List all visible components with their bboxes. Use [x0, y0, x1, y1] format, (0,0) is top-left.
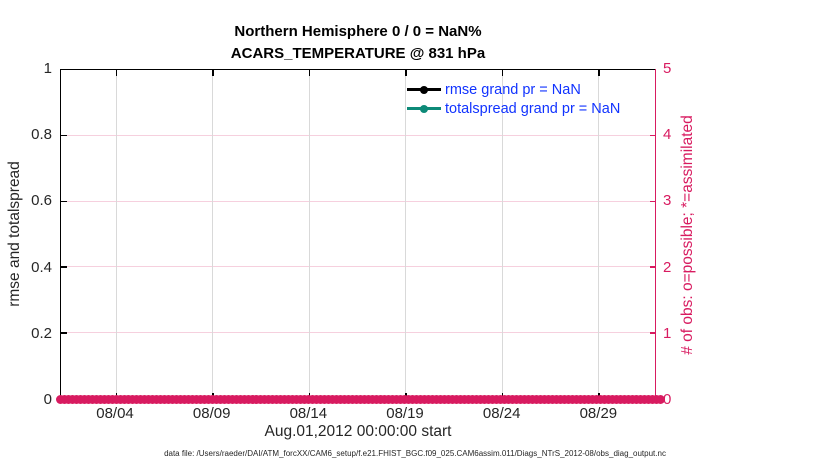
left-axis-tick [61, 200, 67, 203]
top-axis-tick [501, 70, 504, 76]
h-gridline [61, 332, 656, 334]
top-axis-tick [308, 70, 311, 76]
top-axis-tick [212, 70, 214, 76]
top-axis-tick [598, 70, 600, 76]
plot-area [56, 69, 665, 404]
right-y-tick-label: 2 [663, 258, 672, 276]
v-gridline [405, 70, 407, 399]
obs-marker-icon [656, 395, 665, 404]
right-axis-tick [650, 332, 656, 334]
legend-totalspread-dot-icon [420, 104, 428, 113]
h-gridline [61, 134, 656, 136]
legend-item-rmse: rmse grand pr = NaN [407, 80, 620, 99]
x-tick-label: 08/09 [192, 405, 231, 422]
h-gridline [61, 266, 656, 268]
x-tick-label: 08/14 [289, 405, 328, 422]
right-axis-tick [650, 200, 656, 203]
left-y-tick-label: 1 [43, 60, 52, 77]
right-y-tick-label: 4 [663, 126, 672, 144]
left-y-tick-label: 0.6 [31, 192, 52, 210]
left-axis-tick [61, 332, 67, 334]
x-tick-label: 08/29 [579, 405, 618, 422]
v-gridline [501, 70, 503, 399]
title-line-1: Northern Hemisphere 0 / 0 = NaN% [234, 23, 482, 40]
x-tick-label: 08/19 [386, 405, 424, 422]
top-axis-tick [115, 70, 118, 76]
right-axis-tick [650, 134, 656, 137]
chart-title: Northern Hemisphere 0 / 0 = NaN% ACARS_T… [60, 21, 656, 65]
legend-item-totalspread: totalspread grand pr = NaN [407, 99, 620, 118]
right-y-tick-label: 1 [663, 324, 672, 342]
left-y-tick-label: 0.4 [31, 258, 52, 276]
v-gridline [212, 70, 214, 399]
right-axis-tick [650, 266, 656, 268]
left-axis-tick [61, 266, 67, 268]
legend: rmse grand pr = NaN totalspread grand pr… [407, 80, 620, 118]
right-axis-spine [654, 69, 656, 400]
left-y-tick-label: 0.2 [31, 324, 52, 342]
left-y-tick-label: 0 [43, 391, 52, 408]
left-axis-tick [61, 134, 67, 137]
v-gridline [308, 70, 310, 399]
x-tick-label: 08/24 [482, 405, 521, 422]
left-axis-label: rmse and totalspread [6, 161, 23, 307]
legend-rmse-dot-icon [420, 85, 428, 94]
legend-rmse-label: rmse grand pr = NaN [445, 81, 581, 98]
v-gridline [598, 70, 600, 399]
v-gridline [115, 70, 117, 399]
h-gridline [61, 200, 656, 202]
title-line-2: ACARS_TEMPERATURE @ 831 hPa [230, 45, 486, 62]
legend-totalspread-line-marker [407, 104, 441, 113]
right-y-tick-label: 3 [663, 192, 672, 210]
top-axis-tick [405, 70, 407, 76]
right-y-tick-label: 0 [663, 391, 672, 408]
legend-rmse-line-marker [407, 85, 441, 94]
right-y-tick-label: 5 [663, 60, 672, 77]
data-file-caption: data file: /Users/raeder/DAI/ATM_forcXX/… [164, 449, 666, 458]
legend-totalspread-label: totalspread grand pr = NaN [445, 100, 621, 117]
left-y-tick-label: 0.8 [31, 126, 52, 144]
x-axis-label: Aug.01,2012 00:00:00 start [264, 423, 452, 440]
x-tick-label: 08/04 [96, 405, 134, 422]
right-axis-label: # of obs: o=possible; *=assimilated [679, 115, 696, 355]
